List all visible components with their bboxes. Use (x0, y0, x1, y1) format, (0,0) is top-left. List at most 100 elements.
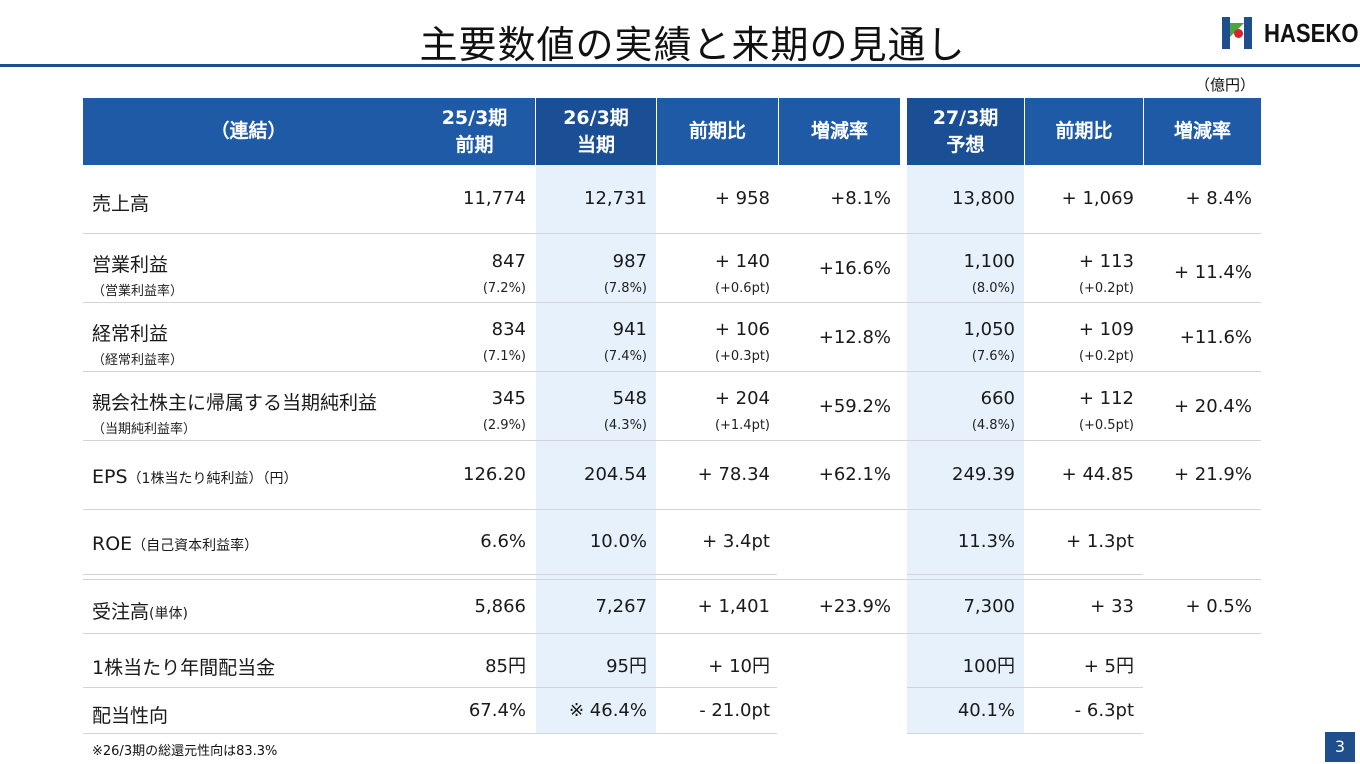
cell-forecast: 40.1% (957, 700, 1015, 721)
cell-current: 987 (612, 251, 647, 272)
row-label: 経常利益 (92, 323, 169, 345)
row-sub-label: （経常利益率） (92, 353, 184, 368)
row-sub-label: （営業利益率） (92, 284, 184, 299)
cell-forecast: 7,300 (963, 596, 1015, 617)
header-prev: 25/3期 前期 (414, 98, 535, 165)
cell-current-sub: (4.3%) (603, 418, 647, 433)
header-label: （連結） (83, 98, 414, 165)
header-current: 26/3期 当期 (536, 98, 656, 165)
cell-forecast-sub: (4.8%) (971, 418, 1015, 433)
cell-rate: +16.6% (818, 258, 891, 279)
cell-yoy-sub: (+0.3pt) (714, 349, 770, 364)
cell-prev: 85円 (485, 656, 526, 677)
cell-prev: 67.4% (468, 700, 526, 721)
row-label: 受注高(単体) (92, 601, 188, 623)
row-label: EPS（1株当たり純利益）（円） (92, 466, 298, 488)
cell-current: 941 (612, 319, 647, 340)
cell-forecast-sub: (8.0%) (971, 281, 1015, 296)
cell-yoy: + 10円 (708, 656, 770, 677)
row-label: 営業利益 (92, 254, 169, 276)
cell-prev: 834 (491, 319, 526, 340)
cell-prev-sub: (7.2%) (482, 281, 526, 296)
cell-prev-sub: (7.1%) (482, 349, 526, 364)
header-yoy: 前期比 (657, 98, 778, 165)
cell-forecast: 100円 (962, 656, 1015, 677)
cell-yoy: + 78.34 (697, 464, 770, 485)
current-period-highlight (536, 165, 656, 733)
cell-yoy: + 140 (714, 251, 770, 272)
header-forecast-rate: 増減率 (1144, 98, 1261, 165)
cell-forecast-rate: + 21.9% (1174, 464, 1252, 485)
cell-forecast-rate: + 11.4% (1174, 262, 1252, 283)
row-label-note: （自己資本利益率） (132, 538, 259, 554)
cell-prev: 126.20 (463, 464, 526, 485)
cell-forecast-yoy-sub: (+0.2pt) (1078, 349, 1134, 364)
cell-forecast-rate: + 20.4% (1174, 396, 1252, 417)
row-label-note: （1株当たり純利益）（円） (127, 471, 298, 487)
cell-prev: 847 (491, 251, 526, 272)
header-forecast-yoy: 前期比 (1025, 98, 1143, 165)
cell-forecast: 249.39 (952, 464, 1015, 485)
cell-forecast: 11.3% (957, 531, 1015, 552)
cell-forecast-rate: + 0.5% (1185, 596, 1252, 617)
cell-rate: +59.2% (818, 396, 891, 417)
cell-forecast: 13,800 (952, 188, 1015, 209)
page-title: 主要数値の実績と来期の見通し (419, 23, 966, 67)
cell-yoy: - 21.0pt (699, 700, 770, 721)
cell-forecast-yoy: + 5円 (1083, 656, 1134, 677)
cell-forecast-yoy: + 44.85 (1061, 464, 1134, 485)
header-forecast: 27/3期 予想 (907, 98, 1024, 165)
cell-forecast-sub: (7.6%) (971, 349, 1015, 364)
cell-yoy: + 1,401 (697, 596, 770, 617)
cell-forecast-yoy: + 109 (1078, 319, 1134, 340)
row-label: 売上高 (92, 193, 150, 215)
cell-prev: 6.6% (480, 531, 526, 552)
cell-current: 10.0% (589, 531, 647, 552)
cell-forecast: 1,050 (963, 319, 1015, 340)
row-label: 1株当たり年間配当金 (92, 657, 276, 679)
cell-current: 95円 (606, 656, 647, 677)
cell-forecast: 1,100 (963, 251, 1015, 272)
cell-yoy: + 3.4pt (702, 531, 770, 552)
cell-forecast-yoy: + 33 (1090, 596, 1134, 617)
cell-rate: +8.1% (830, 188, 891, 209)
cell-current: 548 (612, 388, 647, 409)
cell-rate: +62.1% (818, 464, 891, 485)
row-label: ROE（自己資本利益率） (92, 533, 259, 555)
cell-yoy: + 204 (714, 388, 770, 409)
cell-forecast-yoy-sub: (+0.2pt) (1078, 281, 1134, 296)
cell-yoy-sub: (+1.4pt) (714, 418, 770, 433)
cell-forecast-yoy-sub: (+0.5pt) (1078, 418, 1134, 433)
haseko-logo: HASEKO (1222, 16, 1360, 50)
cell-prev: 5,866 (474, 596, 526, 617)
cell-forecast-yoy: + 112 (1078, 388, 1134, 409)
cell-current: ※ 46.4% (569, 700, 647, 721)
header-rate: 増減率 (779, 98, 900, 165)
cell-forecast-yoy: + 1,069 (1061, 188, 1134, 209)
unit-label: （億円） (1194, 76, 1255, 94)
cell-current: 7,267 (595, 596, 647, 617)
cell-forecast-rate: +11.6% (1179, 327, 1252, 348)
title-divider (0, 64, 1360, 67)
cell-prev: 345 (491, 388, 526, 409)
cell-yoy: + 958 (714, 188, 770, 209)
cell-forecast-yoy: + 1.3pt (1066, 531, 1134, 552)
row-label: 配当性向 (92, 705, 169, 727)
cell-prev: 11,774 (463, 188, 526, 209)
forecast-highlight (907, 165, 1024, 733)
cell-forecast: 660 (980, 388, 1015, 409)
cell-rate: +23.9% (818, 596, 891, 617)
footnote: ※26/3期の総還元性向は83.3% (92, 744, 278, 759)
cell-prev-sub: (2.9%) (482, 418, 526, 433)
cell-forecast-yoy: + 113 (1078, 251, 1134, 272)
logo-text: HASEKO (1264, 17, 1359, 48)
cell-forecast-yoy: - 6.3pt (1074, 700, 1134, 721)
cell-current-sub: (7.4%) (603, 349, 647, 364)
cell-yoy-sub: (+0.6pt) (714, 281, 770, 296)
cell-rate: +12.8% (818, 327, 891, 348)
cell-current-sub: (7.8%) (603, 281, 647, 296)
page-number: 3 (1325, 732, 1355, 762)
cell-current: 204.54 (584, 464, 647, 485)
row-sub-label: （当期純利益率） (92, 422, 197, 437)
cell-forecast-rate: + 8.4% (1185, 188, 1252, 209)
